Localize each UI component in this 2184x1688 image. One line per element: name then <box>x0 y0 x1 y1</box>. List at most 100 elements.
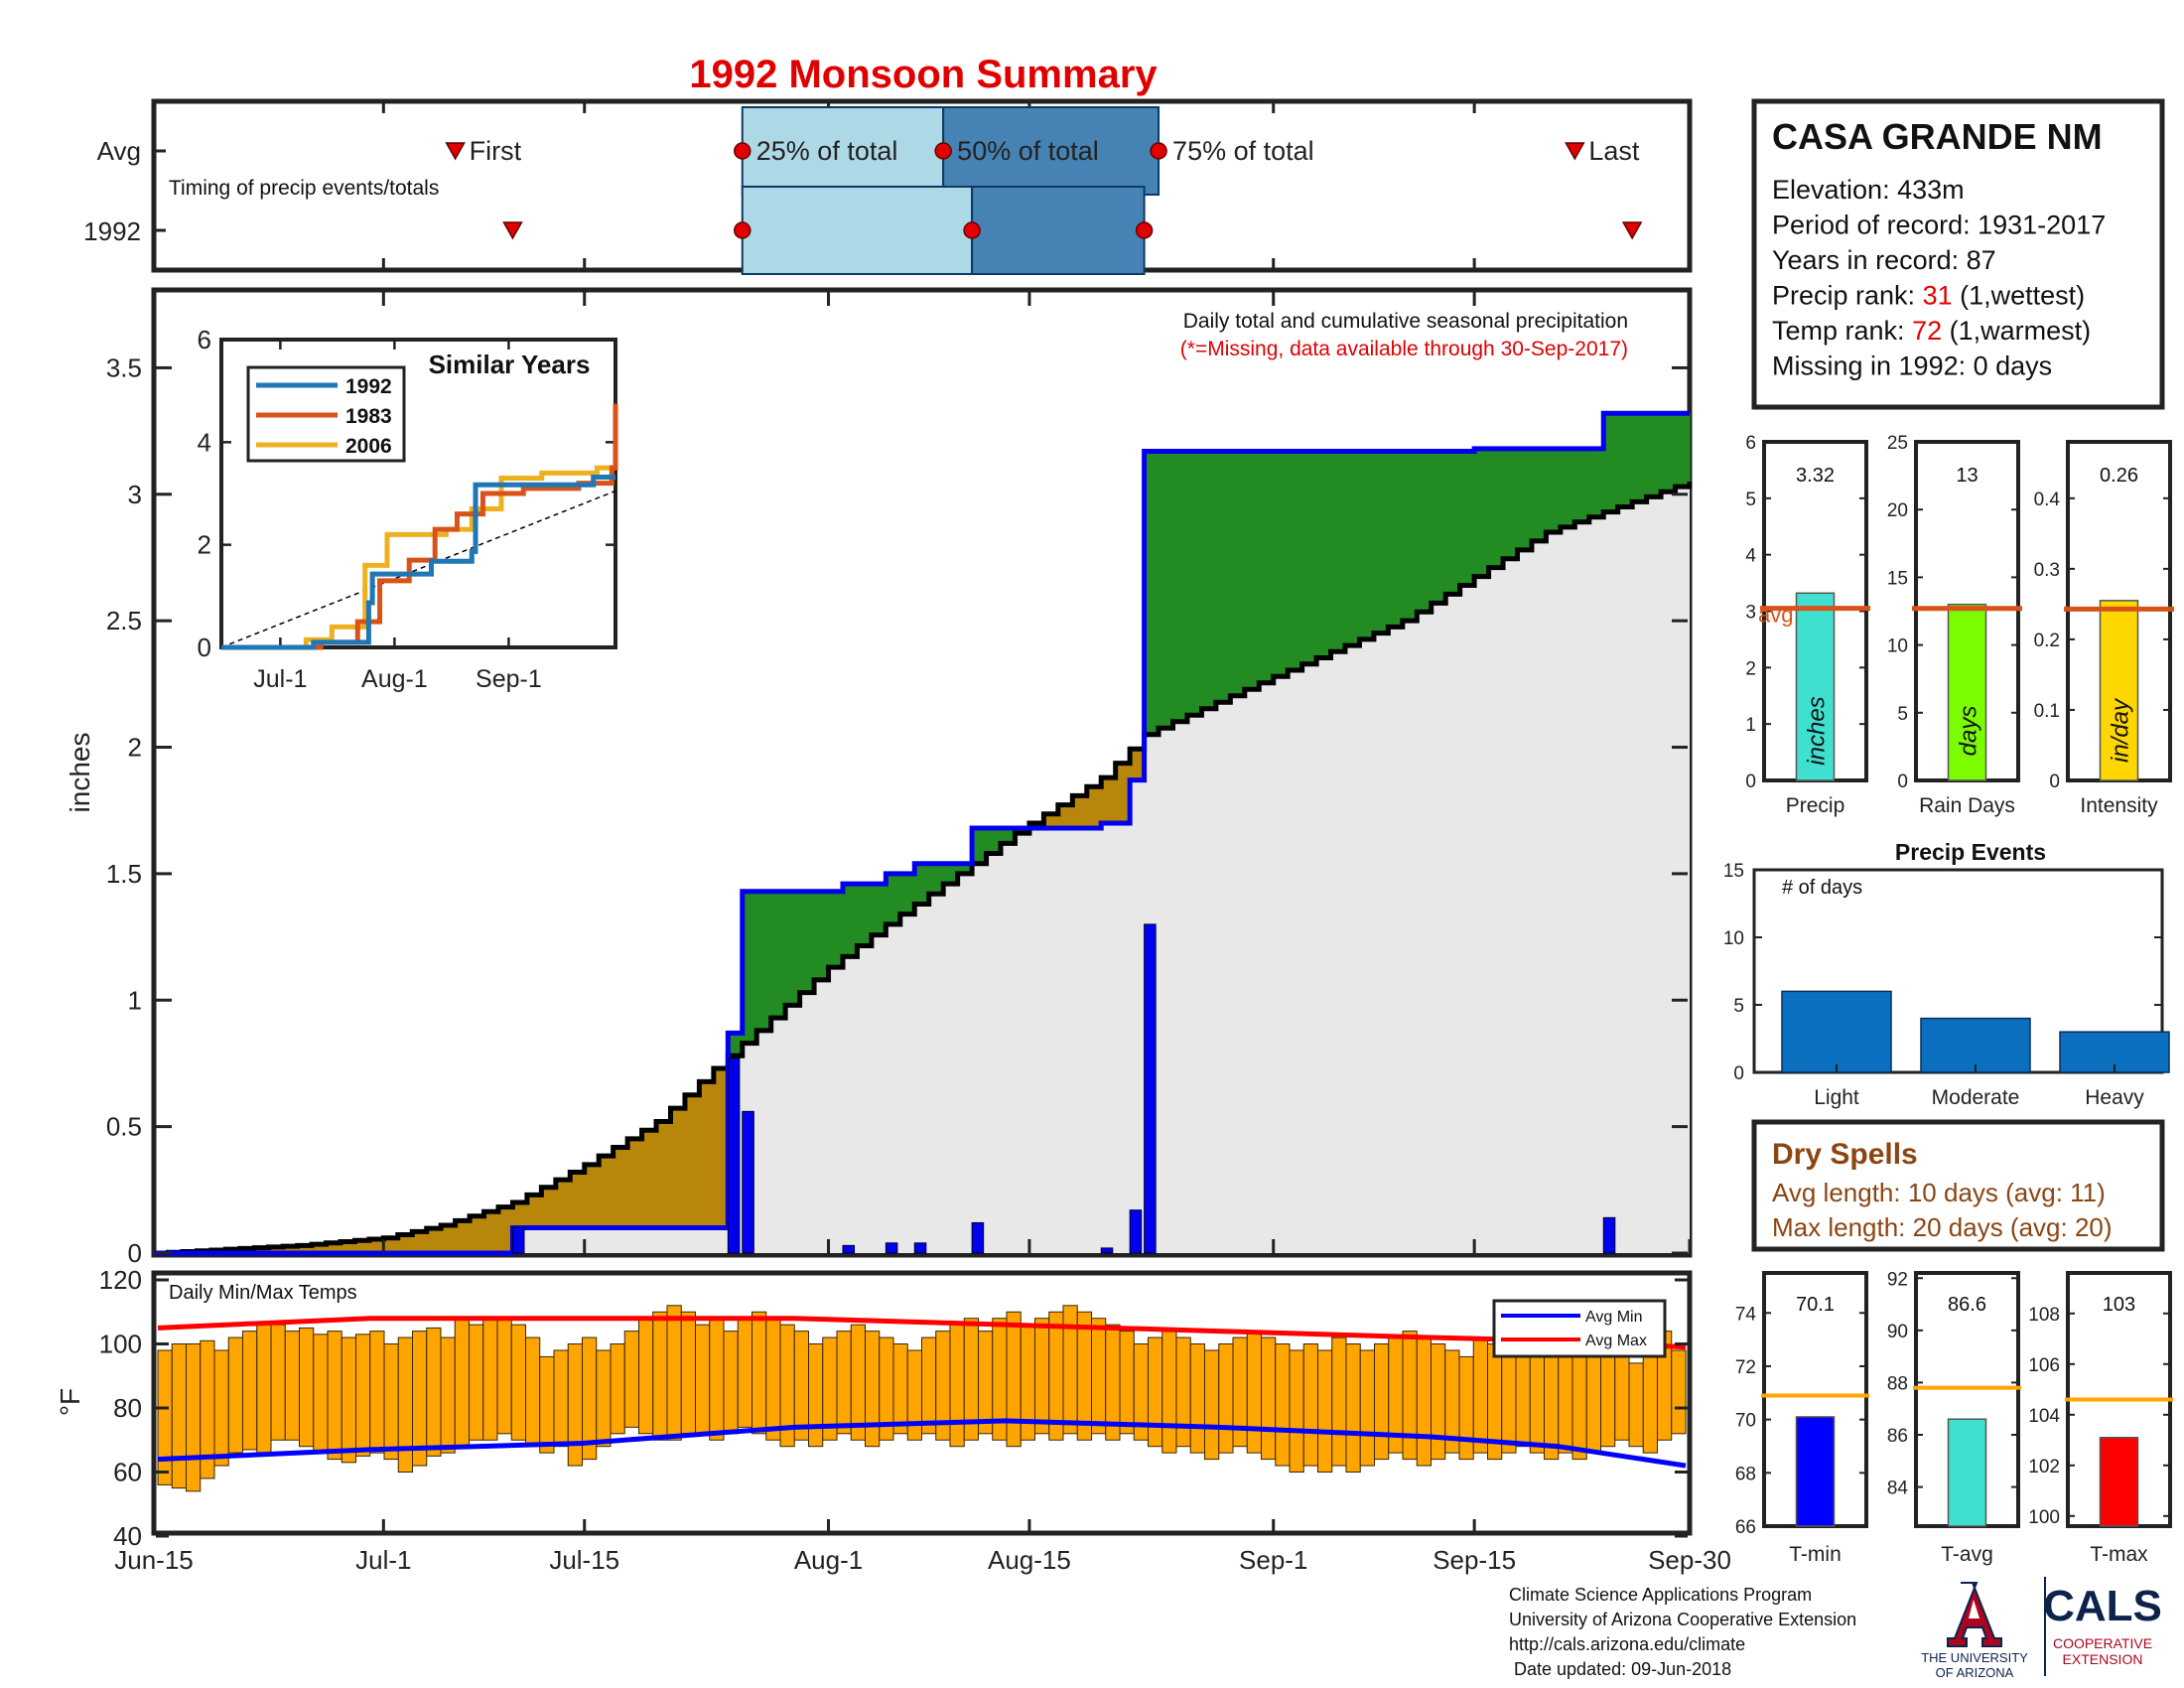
above-avg-fill <box>1373 451 1389 633</box>
above-avg-fill <box>914 863 930 905</box>
events-title: Precip Events <box>1895 839 2046 865</box>
temp-bar-ytick-label: 68 <box>1735 1464 1756 1484</box>
station-line: Elevation: 433m <box>1772 175 1965 205</box>
daily-temp-bar <box>1671 1349 1687 1435</box>
avg-cumulative-line <box>154 482 1693 1256</box>
dry-avg-length: Avg length: 10 days (avg: 11) <box>1772 1178 2106 1207</box>
inset-ytick-label: 2 <box>198 530 211 560</box>
daily-temp-bar <box>723 1331 739 1435</box>
inset-legend-label: 2006 <box>345 435 392 458</box>
timing-subtitle: Timing of precip events/totals <box>169 177 439 200</box>
above-avg-fill <box>886 873 901 924</box>
daily-temp-bar <box>1246 1331 1262 1454</box>
main-precip-chart: 0 0.5 1 1.5 2 2.5 3 3.5 inches Daily total and … <box>65 287 1693 1268</box>
temp-summary-t-min: 66 68 70 72 74 70.1 T-min <box>1735 1271 1869 1566</box>
timing-box-25-50 <box>741 186 974 275</box>
daily-temp-bar <box>426 1327 442 1457</box>
daily-temp-bar <box>1204 1349 1220 1461</box>
above-avg-fill <box>899 873 915 914</box>
above-avg-fill <box>1001 828 1017 844</box>
summary-bar-ytick-label: 0.2 <box>2034 631 2060 651</box>
daily-temp-bar <box>440 1336 456 1454</box>
above-avg-fill <box>1402 451 1418 622</box>
daily-temp-bar <box>1628 1362 1644 1448</box>
above-avg-fill <box>1345 451 1361 646</box>
x-tick-label: Sep-30 <box>1648 1545 1731 1575</box>
daily-temp-bar <box>1558 1349 1573 1454</box>
above-avg-fill <box>1388 451 1404 628</box>
summary-bar-ytick-label: 3 <box>1745 603 1756 624</box>
footer-line-2: University of Arizona Cooperative Extens… <box>1509 1610 1856 1629</box>
below-avg-fill <box>670 1108 686 1228</box>
daily-temp-bar <box>171 1343 187 1489</box>
above-avg-fill <box>814 891 830 980</box>
below-avg-fill <box>426 1228 442 1253</box>
timing-label-75: 75% of total <box>1172 136 1314 166</box>
temp-bar-ytick-label: 72 <box>1735 1357 1756 1378</box>
cals-sub-1: COOPERATIVE <box>2053 1635 2152 1651</box>
above-avg-fill <box>1230 451 1246 696</box>
summary-bar-ytick-label: 0.4 <box>2034 490 2061 510</box>
daily-temp-bar <box>157 1349 173 1485</box>
ua-line-2: OF ARIZONA <box>1936 1665 2014 1680</box>
temp-bar-value <box>2099 1437 2139 1527</box>
above-avg-fill <box>1488 448 1504 568</box>
daily-temp-bar <box>1374 1343 1390 1461</box>
timing-box-50-75 <box>942 106 1160 196</box>
main-ytick-label: 1 <box>128 985 142 1015</box>
below-avg-fill <box>1043 813 1059 829</box>
above-avg-fill <box>1646 413 1662 497</box>
temp-bar-ytick-label: 74 <box>1735 1304 1757 1325</box>
station-line: Precip rank: 31 (1,wettest) <box>1772 281 2085 311</box>
above-avg-fill <box>943 863 959 885</box>
timing-panel: First 25% of total 50% of total 75% of tota… <box>83 98 1693 275</box>
dry-title: Dry Spells <box>1772 1138 1918 1171</box>
below-avg-fill <box>412 1231 428 1253</box>
x-axis-labels: Jun-15 Jul-1 Jul-15 Aug-1 Aug-15 Sep-1 Sep-15 S… <box>114 1545 1731 1575</box>
above-avg-fill <box>1474 448 1490 577</box>
daily-temp-bar <box>709 1318 725 1441</box>
above-avg-fill <box>1431 451 1446 604</box>
summary-bar-ytick-label: 2 <box>1745 658 1756 679</box>
daily-temp-bar <box>638 1318 654 1435</box>
temps-title: Daily Min/Max Temps <box>169 1282 357 1304</box>
daily-temp-bar <box>1317 1349 1333 1473</box>
temp-bar-ytick-label: 106 <box>2028 1355 2060 1376</box>
daily-precip-bar <box>1144 923 1157 1254</box>
summary-bar-category: Rain Days <box>1919 794 2015 817</box>
temps-ytick-label: 100 <box>99 1330 142 1359</box>
above-avg-fill <box>1675 413 1691 488</box>
temp-summary-t-max: 100 102 104 106 108 103 T-max <box>2028 1271 2173 1566</box>
events-ytick-label: 0 <box>1733 1063 1744 1084</box>
daily-temp-bar <box>567 1343 583 1467</box>
events-category-label: Light <box>1814 1086 1859 1109</box>
timing-marker-dot <box>734 142 751 160</box>
footer-line-4: Date updated: 09-Jun-2018 <box>1509 1659 1731 1679</box>
temps-ylabel: °F <box>55 1388 85 1416</box>
avg-cumulative-fill <box>154 487 1690 1254</box>
station-info-box: CASA GRANDE NM Elevation: 433m Period of … <box>1751 98 2165 410</box>
inset-xtick-label: Sep-1 <box>476 665 542 693</box>
temp-bar-ytick-label: 84 <box>1887 1478 1909 1499</box>
daily-temps-chart: 40 60 80 100 120 Daily Min/Max Temps °F Avg … <box>55 1265 1693 1551</box>
inset-legend-label: 1992 <box>345 375 392 398</box>
below-avg-fill <box>441 1224 457 1253</box>
x-tick-label: Sep-15 <box>1433 1545 1516 1575</box>
above-avg-fill <box>972 828 988 864</box>
below-avg-fill <box>283 1246 299 1253</box>
daily-temp-bar <box>680 1311 696 1435</box>
summary-bar-ytick-label: 20 <box>1887 500 1908 521</box>
timing-label-50: 50% of total <box>957 136 1099 166</box>
daily-temp-bar <box>1148 1336 1163 1448</box>
station-line: Missing in 1992: 0 days <box>1772 352 2052 381</box>
inset-series-2006 <box>221 465 615 650</box>
main-ytick-label: 2.5 <box>106 606 142 635</box>
daily-precip-bar <box>913 1242 927 1254</box>
above-avg-fill <box>1574 448 1590 522</box>
temp-bar-ytick-label: 86 <box>1887 1426 1908 1447</box>
daily-temp-bar <box>610 1343 625 1435</box>
temp-bar-ytick-label: 100 <box>2028 1507 2060 1528</box>
main-note: Daily total and cumulative seasonal prec… <box>1183 310 1628 333</box>
below-avg-fill <box>1072 795 1088 829</box>
daily-temp-bar <box>1218 1343 1234 1454</box>
